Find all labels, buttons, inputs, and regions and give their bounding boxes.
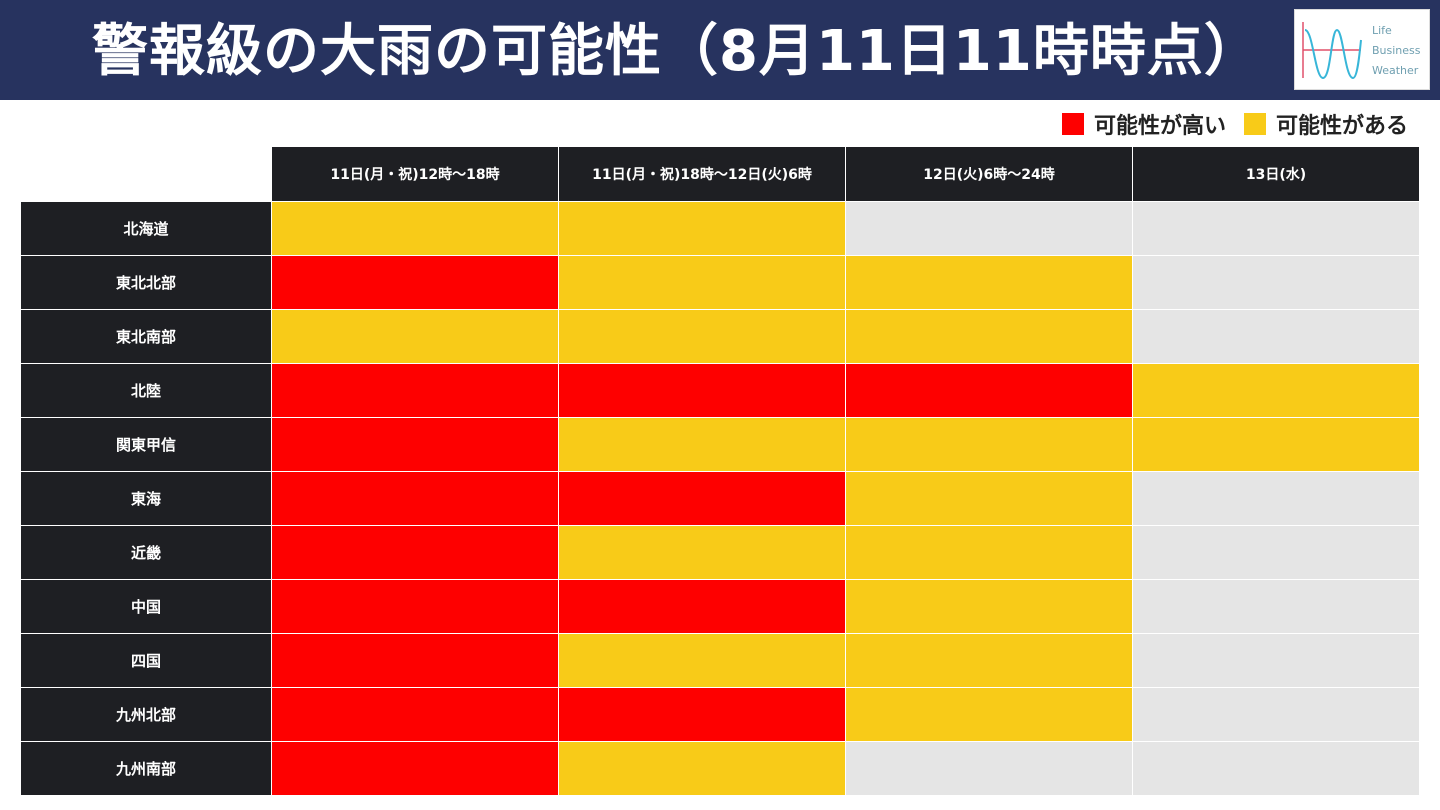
region-label: 東北北部 — [20, 255, 272, 310]
probability-cell-none — [1132, 201, 1420, 256]
region-label: 東海 — [20, 471, 272, 526]
table-corner — [20, 146, 272, 202]
logo-text-weather: Weather — [1372, 64, 1419, 77]
probability-cell-high — [271, 471, 559, 526]
table-row: 九州北部 — [20, 687, 1420, 742]
table-row: 関東甲信 — [20, 417, 1420, 472]
table-row: 東北北部 — [20, 255, 1420, 310]
table-row: 近畿 — [20, 525, 1420, 580]
table-row: 九州南部 — [20, 741, 1420, 796]
column-header: 11日(月・祝)12時〜18時 — [271, 146, 559, 202]
region-label: 北陸 — [20, 363, 272, 418]
probability-cell-none — [845, 741, 1133, 796]
table-row: 中国 — [20, 579, 1420, 634]
probability-cell-none — [1132, 579, 1420, 634]
probability-cell-maybe — [1132, 417, 1420, 472]
table-header-row: 11日(月・祝)12時〜18時 11日(月・祝)18時〜12日(火)6時 12日… — [20, 146, 1420, 202]
probability-cell-high — [558, 579, 846, 634]
legend-swatch-maybe — [1243, 113, 1266, 135]
region-label: 北海道 — [20, 201, 272, 256]
legend-item-maybe: 可能性がある — [1243, 108, 1408, 140]
legend-item-high: 可能性が高い — [1061, 108, 1226, 140]
region-label: 九州北部 — [20, 687, 272, 742]
wave-logo-icon — [1302, 22, 1362, 80]
region-label: 東北南部 — [20, 309, 272, 364]
probability-cell-high — [845, 363, 1133, 418]
probability-cell-maybe — [271, 309, 559, 364]
probability-cell-high — [558, 471, 846, 526]
table-row: 四国 — [20, 633, 1420, 688]
probability-cell-maybe — [845, 417, 1133, 472]
legend-label-maybe: 可能性がある — [1275, 114, 1408, 139]
probability-cell-high — [271, 417, 559, 472]
probability-cell-maybe — [845, 255, 1133, 310]
table-row: 北陸 — [20, 363, 1420, 418]
table-row: 東海 — [20, 471, 1420, 526]
table-row: 東北南部 — [20, 309, 1420, 364]
probability-cell-high — [271, 255, 559, 310]
legend-swatch-high — [1061, 113, 1084, 135]
probability-cell-high — [271, 525, 559, 580]
probability-cell-none — [1132, 525, 1420, 580]
rain-probability-table: 11日(月・祝)12時〜18時 11日(月・祝)18時〜12日(火)6時 12日… — [20, 146, 1420, 796]
probability-cell-maybe — [845, 309, 1133, 364]
column-header: 11日(月・祝)18時〜12日(火)6時 — [558, 146, 846, 202]
probability-cell-maybe — [558, 309, 846, 364]
probability-cell-maybe — [558, 255, 846, 310]
legend-label-high: 可能性が高い — [1093, 114, 1226, 139]
region-label: 近畿 — [20, 525, 272, 580]
probability-cell-high — [271, 741, 559, 796]
header-bar: 警報級の大雨の可能性（8月11日11時時点） Life Business Wea… — [0, 0, 1440, 100]
probability-cell-maybe — [845, 471, 1133, 526]
page-title: 警報級の大雨の可能性（8月11日11時時点） — [92, 19, 1261, 84]
region-label: 九州南部 — [20, 741, 272, 796]
probability-cell-maybe — [558, 201, 846, 256]
probability-cell-maybe — [845, 579, 1133, 634]
region-label: 四国 — [20, 633, 272, 688]
probability-cell-maybe — [558, 633, 846, 688]
column-header: 13日(水) — [1132, 146, 1420, 202]
region-label: 中国 — [20, 579, 272, 634]
probability-cell-none — [845, 201, 1133, 256]
probability-cell-maybe — [558, 525, 846, 580]
probability-cell-maybe — [558, 417, 846, 472]
probability-cell-high — [271, 633, 559, 688]
probability-cell-maybe — [558, 741, 846, 796]
probability-cell-maybe — [1132, 363, 1420, 418]
probability-cell-none — [1132, 687, 1420, 742]
probability-cell-maybe — [845, 633, 1133, 688]
probability-cell-maybe — [845, 525, 1133, 580]
logo-text-business: Business — [1372, 44, 1421, 57]
probability-cell-maybe — [845, 687, 1133, 742]
probability-cell-high — [271, 687, 559, 742]
probability-cell-none — [1132, 255, 1420, 310]
region-label: 関東甲信 — [20, 417, 272, 472]
probability-cell-none — [1132, 471, 1420, 526]
logo-text-life: Life — [1372, 24, 1392, 37]
column-header: 12日(火)6時〜24時 — [845, 146, 1133, 202]
probability-cell-none — [1132, 309, 1420, 364]
probability-cell-high — [558, 363, 846, 418]
probability-cell-high — [558, 687, 846, 742]
legend: 可能性が高い 可能性がある — [1052, 108, 1408, 140]
probability-cell-none — [1132, 741, 1420, 796]
probability-cell-high — [271, 363, 559, 418]
table-body: 北海道 東北北部 東北南部 北陸 関東甲信 東海 近畿 中国 四国 九州北部 九州南部 — [20, 201, 1420, 796]
table-row: 北海道 — [20, 201, 1420, 256]
probability-cell-none — [1132, 633, 1420, 688]
logo: Life Business Weather — [1294, 9, 1430, 90]
probability-cell-maybe — [271, 201, 559, 256]
probability-cell-high — [271, 579, 559, 634]
